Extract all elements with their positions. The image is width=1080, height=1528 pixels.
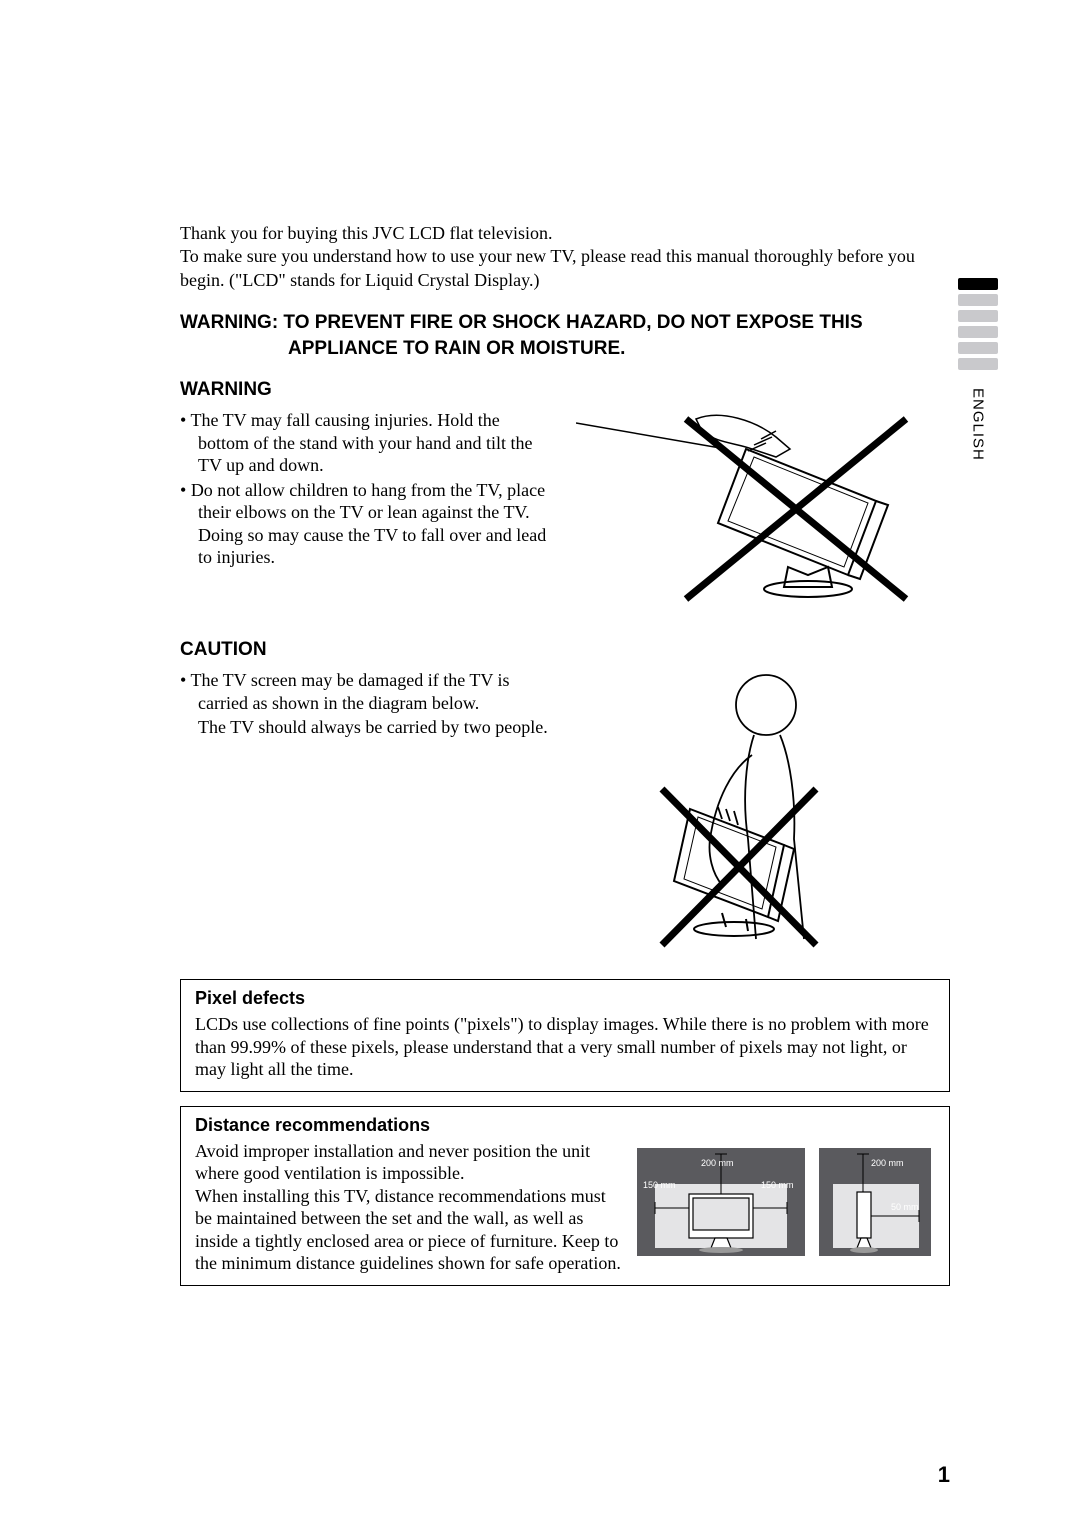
caution-diagram [562, 669, 950, 949]
warning-heading: WARNING [180, 379, 950, 401]
warning-bullet-2: Do not allow children to hang from the T… [180, 479, 550, 569]
warning-diagram [562, 409, 950, 609]
clearance-diagram-icon: 150 mm 150 mm 200 mm [635, 1140, 935, 1260]
intro-paragraph: Thank you for buying this JVC LCD flat t… [180, 222, 950, 292]
distance-body: Avoid improper installation and never po… [195, 1140, 621, 1275]
intro-line1: Thank you for buying this JVC LCD flat t… [180, 223, 552, 243]
label-200mm: 200 mm [701, 1158, 734, 1168]
caution-line2: The TV should always be carried by two p… [180, 716, 550, 739]
fire-shock-warning: WARNING: TO PREVENT FIRE OR SHOCK HAZARD… [180, 310, 950, 361]
warning-title-line2: APPLIANCE TO RAIN OR MOISTURE. [180, 338, 625, 359]
label-150mm: 150 mm [643, 1180, 676, 1190]
caution-text: The TV screen may be damaged if the TV i… [180, 669, 550, 949]
distance-diagram: 150 mm 150 mm 200 mm [635, 1140, 935, 1275]
tv-tilt-prohibited-icon [576, 409, 936, 609]
caution-heading: CAUTION [180, 639, 950, 661]
label-200mm: 200 mm [871, 1158, 904, 1168]
pixel-defects-body: LCDs use collections of fine points ("pi… [195, 1013, 935, 1081]
pixel-defects-box: Pixel defects LCDs use collections of fi… [180, 979, 950, 1092]
intro-line2: To make sure you understand how to use y… [180, 246, 915, 289]
warning-title-line1: WARNING: TO PREVENT FIRE OR SHOCK HAZARD… [180, 312, 863, 333]
label-150mm: 150 mm [761, 1180, 794, 1190]
warning-text: The TV may fall causing injuries. Hold t… [180, 409, 550, 609]
distance-box: Distance recommendations Avoid improper … [180, 1106, 950, 1286]
caution-bullet: The TV screen may be damaged if the TV i… [180, 669, 550, 714]
pixel-defects-title: Pixel defects [195, 988, 935, 1009]
distance-title: Distance recommendations [195, 1115, 935, 1136]
carry-tv-prohibited-icon [626, 669, 886, 949]
label-50mm: 50 mm [891, 1202, 919, 1212]
warning-bullet-1: The TV may fall causing injuries. Hold t… [180, 409, 550, 477]
page-number: 1 [938, 1462, 950, 1488]
